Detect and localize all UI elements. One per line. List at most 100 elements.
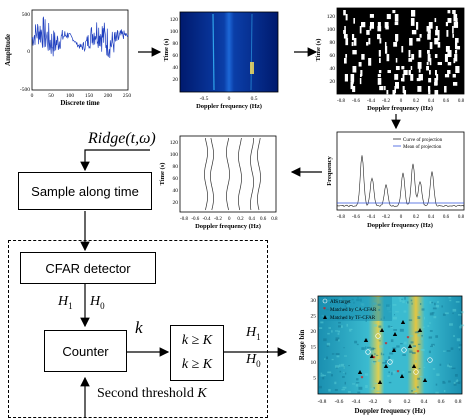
clutter-pixel [455,374,458,377]
legend-mean: Mean of projection [403,145,442,150]
binary-pixel [361,22,366,28]
clutter-pixel [372,347,376,350]
clutter-pixel [436,301,439,304]
clutter-pixel [453,381,456,385]
clutter-pixel [390,326,393,329]
clutter-pixel [442,313,446,316]
ridge-line [250,137,254,211]
binary-pixel [410,18,415,26]
binary-pixel [386,90,389,95]
clutter-pixel [455,301,460,303]
clutter-pixel [340,325,343,328]
binary-pixel [446,30,449,37]
y-tick: 30 [311,298,317,304]
clutter-pixel [428,350,431,354]
binary-pixel [428,78,432,83]
clutter-pixel [335,339,338,341]
binary-pixel [384,22,389,28]
binary-pixel [377,22,381,30]
y-tick-4: 60 [330,53,336,59]
clutter-pixel [378,340,381,342]
binary-pixel [403,90,407,97]
binary-pixel [359,74,362,78]
clutter-pixel [449,323,453,326]
ridge-label: Ridge(t,ω) [87,130,156,147]
x-axis-label: Doppler frequency (Hz) [367,222,433,229]
clutter-pixel [406,301,409,304]
clutter-pixel [430,345,434,348]
binary-pixel [410,74,414,81]
x-axis-label: Doppler frequency (Hz) [195,223,261,230]
spectrogram-hotspot [250,62,254,74]
clutter-pixel [448,297,452,299]
x-tick: 0 [400,99,403,104]
tf-cfar-marker [400,320,406,324]
x-tick: 0.2 [404,399,411,405]
y-tick-1: 120 [170,140,179,146]
binary-pixel [395,38,398,42]
binary-pixel [369,22,375,29]
clutter-pixel [337,325,342,328]
ais-target-marker [365,349,371,355]
binary-pixel [384,42,387,50]
clutter-pixel [322,376,325,380]
clutter-pixel [320,374,324,377]
binary-image [336,7,465,95]
x-tick: -0.6 [352,215,360,220]
x-tick-1: -0.5 [200,96,209,102]
ais-target-marker [427,357,433,363]
clutter-pixel [433,316,437,319]
binary-pixel [395,58,398,63]
plot-frame [336,131,465,211]
clutter-pixel [459,325,462,329]
tf-cfar-marker [383,364,389,368]
binary-pixel [352,86,356,93]
clutter-pixel [410,299,413,302]
binary-pixel [445,46,450,52]
clutter-pixel [323,374,326,377]
clutter-pixel [452,308,457,312]
clutter-pixel [335,353,340,356]
spectrogram-ridge-2 [250,13,253,91]
binary-pixel [403,70,408,76]
binary-pixel [411,54,415,60]
binary-pixel [416,38,421,42]
clutter-pixel [319,385,322,389]
binary-pixel [358,62,362,67]
ridge-line [210,137,214,211]
h0-right-label: H0 [246,352,261,369]
clutter-pixel [432,345,435,347]
binary-pixel [384,86,386,91]
binary-pixel [366,30,370,35]
ca-cfar-marker: * [385,342,388,348]
binary-pixel [395,82,400,89]
binary-pixel [343,30,346,34]
tf-cfar-marker [422,378,428,382]
binary-pixel [351,34,355,41]
binary-pixel [394,74,399,80]
binary-pixel [408,70,411,76]
clutter-pixel [396,345,400,348]
clutter-pixel [460,324,465,327]
clutter-pixel [338,321,341,324]
clutter-pixel [443,389,446,393]
binary-pixel [392,90,396,96]
binary-pixel [345,38,349,46]
clutter-pixel [423,316,426,320]
clutter-pixel [388,381,392,384]
binary-pixel [369,14,374,18]
clutter-pixel [326,342,331,346]
clutter-pixel [435,335,439,338]
detection-module-frame [8,240,268,418]
clutter-pixel [334,381,337,385]
binary-pixel [377,34,381,40]
clutter-pixel [376,390,381,392]
binary-blobs [343,10,461,97]
h1-left-label: H1 [58,294,73,311]
clutter-pixel [398,297,403,299]
panel-time-series: Amplitude 500 0 -500 0 50 100 150 200 25… [4,9,131,107]
clutter-pixel [323,338,327,342]
clutter-pixel [411,351,416,355]
clutter-pixel [337,330,341,333]
